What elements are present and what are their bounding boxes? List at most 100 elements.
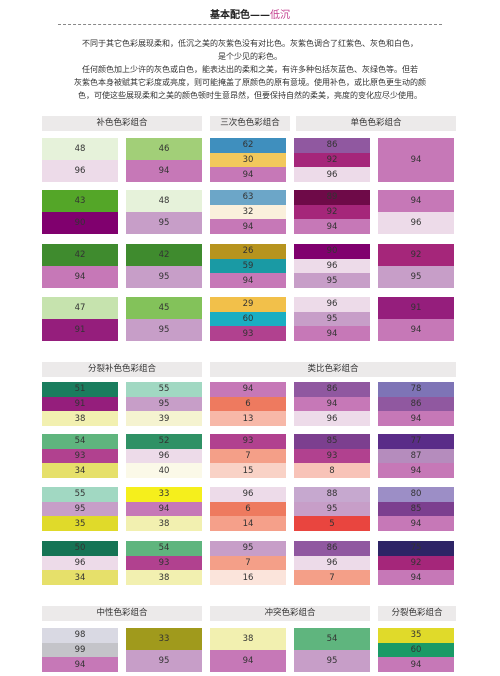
swatch-band: 38 [42,411,118,426]
swatch-band: 95 [378,266,454,288]
swatch-band: 63 [210,190,286,205]
swatch-band: 29 [210,297,286,312]
swatch-band: 47 [42,297,118,319]
swatch-cell: 48 96 [42,138,118,182]
swatch-band: 38 [126,516,202,531]
swatch-band: 92 [294,152,370,168]
swatch-cell: 94 [378,138,454,182]
swatch-band: 54 [294,628,370,650]
swatch-band: 86 [378,396,454,412]
section-header: 三次色色彩组合 [210,116,290,131]
swatch-band: 94 [378,516,454,531]
swatch-band: 15 [210,463,286,478]
swatch-band: 43 [42,190,118,212]
swatch-band: 35 [378,628,454,643]
section-header: 单色色彩组合 [296,116,456,131]
swatch-band: 78 [378,382,454,397]
swatch-band: 95 [294,650,370,672]
swatch-cell: 86 92 96 [294,138,370,182]
swatch-cell: 62 30 94 [210,138,286,182]
swatch-band: 95 [126,396,202,412]
swatch-cell: 94 96 [378,190,454,234]
title-accent: 低沉 [270,10,290,21]
swatch-band: 85 [294,434,370,449]
swatch-cell: 26 59 94 [210,244,286,288]
swatch-band: 14 [210,516,286,531]
section-header: 分裂补色色彩组合 [42,362,202,377]
swatch-band: 87 [378,448,454,464]
swatch-band: 96 [294,555,370,571]
swatch-band: 94 [294,326,370,341]
swatch-band: 13 [210,411,286,426]
swatch-band: 7 [210,555,286,571]
swatch-cell: 92 95 [378,244,454,288]
swatch-band: 33 [126,487,202,502]
section-header: 冲突色彩组合 [210,606,370,621]
swatch-cell: 54 93 38 [126,541,202,585]
swatch-cell: 86 94 96 [294,382,370,426]
swatch-band: 60 [378,642,454,658]
title-divider [58,24,442,25]
swatch-cell: 96 95 94 [294,297,370,341]
swatch-band: 95 [210,541,286,556]
swatch-band: 94 [210,650,286,672]
swatch-band: 86 [294,382,370,397]
intro-line: 不同于其它色彩展现柔和，低沉之美的灰紫色没有对比色。灰紫色调合了红紫色、灰色和白… [82,39,418,48]
swatch-cell: 45 95 [126,297,202,341]
swatch-cell: 54 95 [294,628,370,672]
swatch-cell: 33 95 [126,628,202,672]
swatch-band: 34 [42,463,118,478]
swatch-band: 94 [42,266,118,288]
swatch-band: 92 [378,244,454,266]
swatch-band: 90 [42,212,118,234]
intro-line: 是个少见的彩色。 [218,52,282,61]
swatch-band: 91 [42,319,118,341]
swatch-band: 95 [42,501,118,517]
swatch-band: 95 [294,273,370,288]
swatch-band: 95 [294,501,370,517]
swatch-band: 45 [126,297,202,319]
swatch-band: 93 [42,448,118,464]
swatch-cell: 29 60 93 [210,297,286,341]
swatch-cell: 95 7 16 [210,541,286,585]
swatch-band: 95 [126,212,202,234]
swatch-band: 38 [210,628,286,650]
swatch-band: 30 [210,152,286,168]
swatch-cell: 86 96 7 [294,541,370,585]
swatch-band: 96 [294,297,370,312]
swatch-cell: 78 86 94 [378,382,454,426]
swatch-band: 93 [126,555,202,571]
swatch-band: 96 [378,212,454,234]
swatch-band: 46 [126,138,202,160]
section-header: 分裂色彩组合 [378,606,456,621]
intro-line: 色，可使这些展现柔和之美的颜色顿时生意昂然，但要保持自然的柔美，亮度的变化应尽少… [78,91,422,100]
swatch-band: 89 [294,190,370,205]
swatch-band: 92 [378,555,454,571]
swatch-band: 54 [42,434,118,449]
swatch-band: 75 [378,541,454,556]
swatch-band: 94 [378,319,454,341]
swatch-band: 96 [126,448,202,464]
swatch-band: 94 [378,190,454,212]
swatch-cell: 52 96 40 [126,434,202,478]
swatch-cell: 47 91 [42,297,118,341]
swatch-cell: 50 96 34 [42,541,118,585]
swatch-band: 94 [378,570,454,585]
swatch-cell: 89 92 94 [294,190,370,234]
swatch-band: 51 [42,382,118,397]
swatch-band: 96 [294,167,370,182]
swatch-band: 6 [210,501,286,517]
swatch-band: 94 [378,411,454,426]
swatch-band: 32 [210,204,286,220]
title-main: 基本配色—— [210,10,270,21]
swatch-band: 33 [126,628,202,650]
swatch-band: 35 [42,516,118,531]
swatch-band: 94 [210,382,286,397]
swatch-cell: 91 94 [378,297,454,341]
swatch-band: 90 [294,244,370,259]
swatch-cell: 90 96 95 [294,244,370,288]
swatch-band: 55 [42,487,118,502]
swatch-band: 93 [210,434,286,449]
swatch-cell: 88 95 5 [294,487,370,531]
swatch-band: 94 [378,657,454,672]
